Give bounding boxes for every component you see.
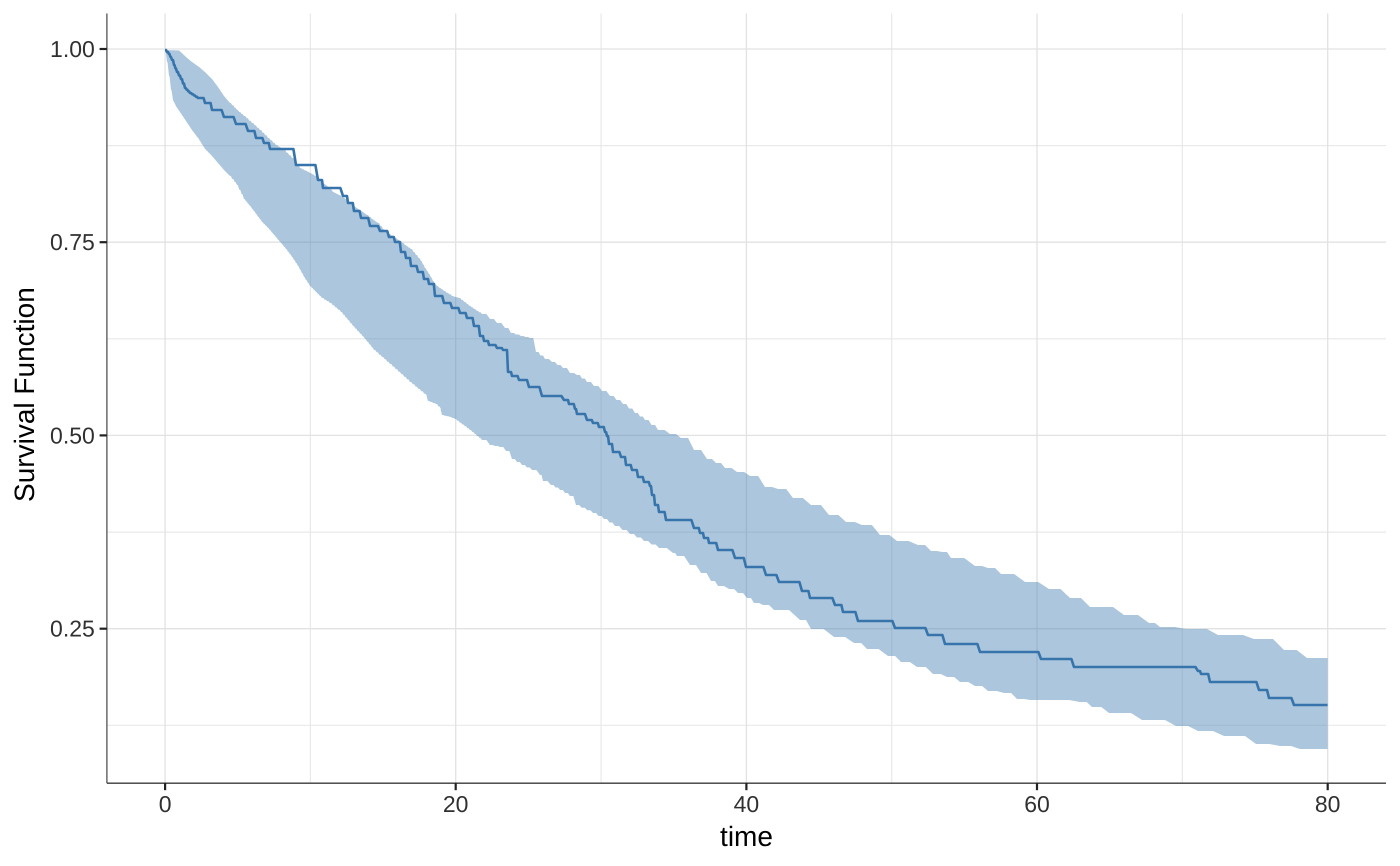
svg-text:20: 20 (443, 791, 469, 817)
svg-text:0.25: 0.25 (50, 616, 95, 642)
svg-text:60: 60 (1024, 791, 1050, 817)
svg-text:0: 0 (159, 791, 172, 817)
svg-text:0.50: 0.50 (50, 422, 95, 448)
svg-text:1.00: 1.00 (50, 36, 95, 62)
svg-text:80: 80 (1315, 791, 1341, 817)
svg-text:0.75: 0.75 (50, 229, 95, 255)
svg-text:time: time (720, 821, 773, 852)
svg-text:40: 40 (734, 791, 760, 817)
svg-text:Survival Function: Survival Function (9, 287, 40, 502)
